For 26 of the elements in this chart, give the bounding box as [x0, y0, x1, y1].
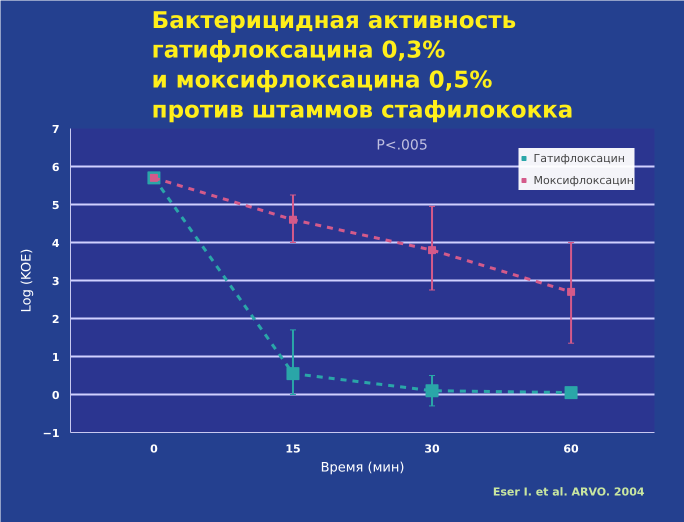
annotation: P<.005	[376, 138, 428, 154]
point	[286, 367, 300, 380]
x-axis-title: Время (мин)	[320, 460, 404, 476]
y-tick-label: −1	[42, 427, 60, 440]
legend-label: Гатифлоксацин	[534, 152, 625, 164]
x-tick-label: 15	[285, 442, 301, 456]
y-tick-label: 3	[52, 275, 60, 288]
x-tick-label: 30	[424, 442, 440, 456]
point	[288, 216, 297, 224]
point	[567, 288, 576, 296]
y-tick-label: 2	[52, 313, 60, 326]
y-tick-label: 4	[52, 237, 60, 250]
y-tick-label: 0	[52, 389, 60, 402]
point	[564, 386, 578, 400]
x-tick-label: 0	[150, 442, 158, 456]
y-tick-label: 7	[52, 123, 60, 136]
y-tick-label: 5	[52, 199, 60, 212]
text: Eser I. et al. ARVO. 2004	[492, 486, 645, 498]
y-axis-title: Log (KOE)	[20, 248, 35, 312]
point	[426, 384, 439, 398]
y-tick-label: 1	[52, 351, 60, 364]
chart-title: Бактерицидная активность гатифлоксацина 0,3% и моксифлоксацина 0,5% против штаммов стафилококка	[152, 8, 574, 124]
x-tick-label: 60	[563, 442, 580, 456]
legend-label: Моксифлоксацин	[534, 174, 634, 186]
y-tick-label: 6	[52, 161, 60, 174]
point	[428, 246, 436, 254]
